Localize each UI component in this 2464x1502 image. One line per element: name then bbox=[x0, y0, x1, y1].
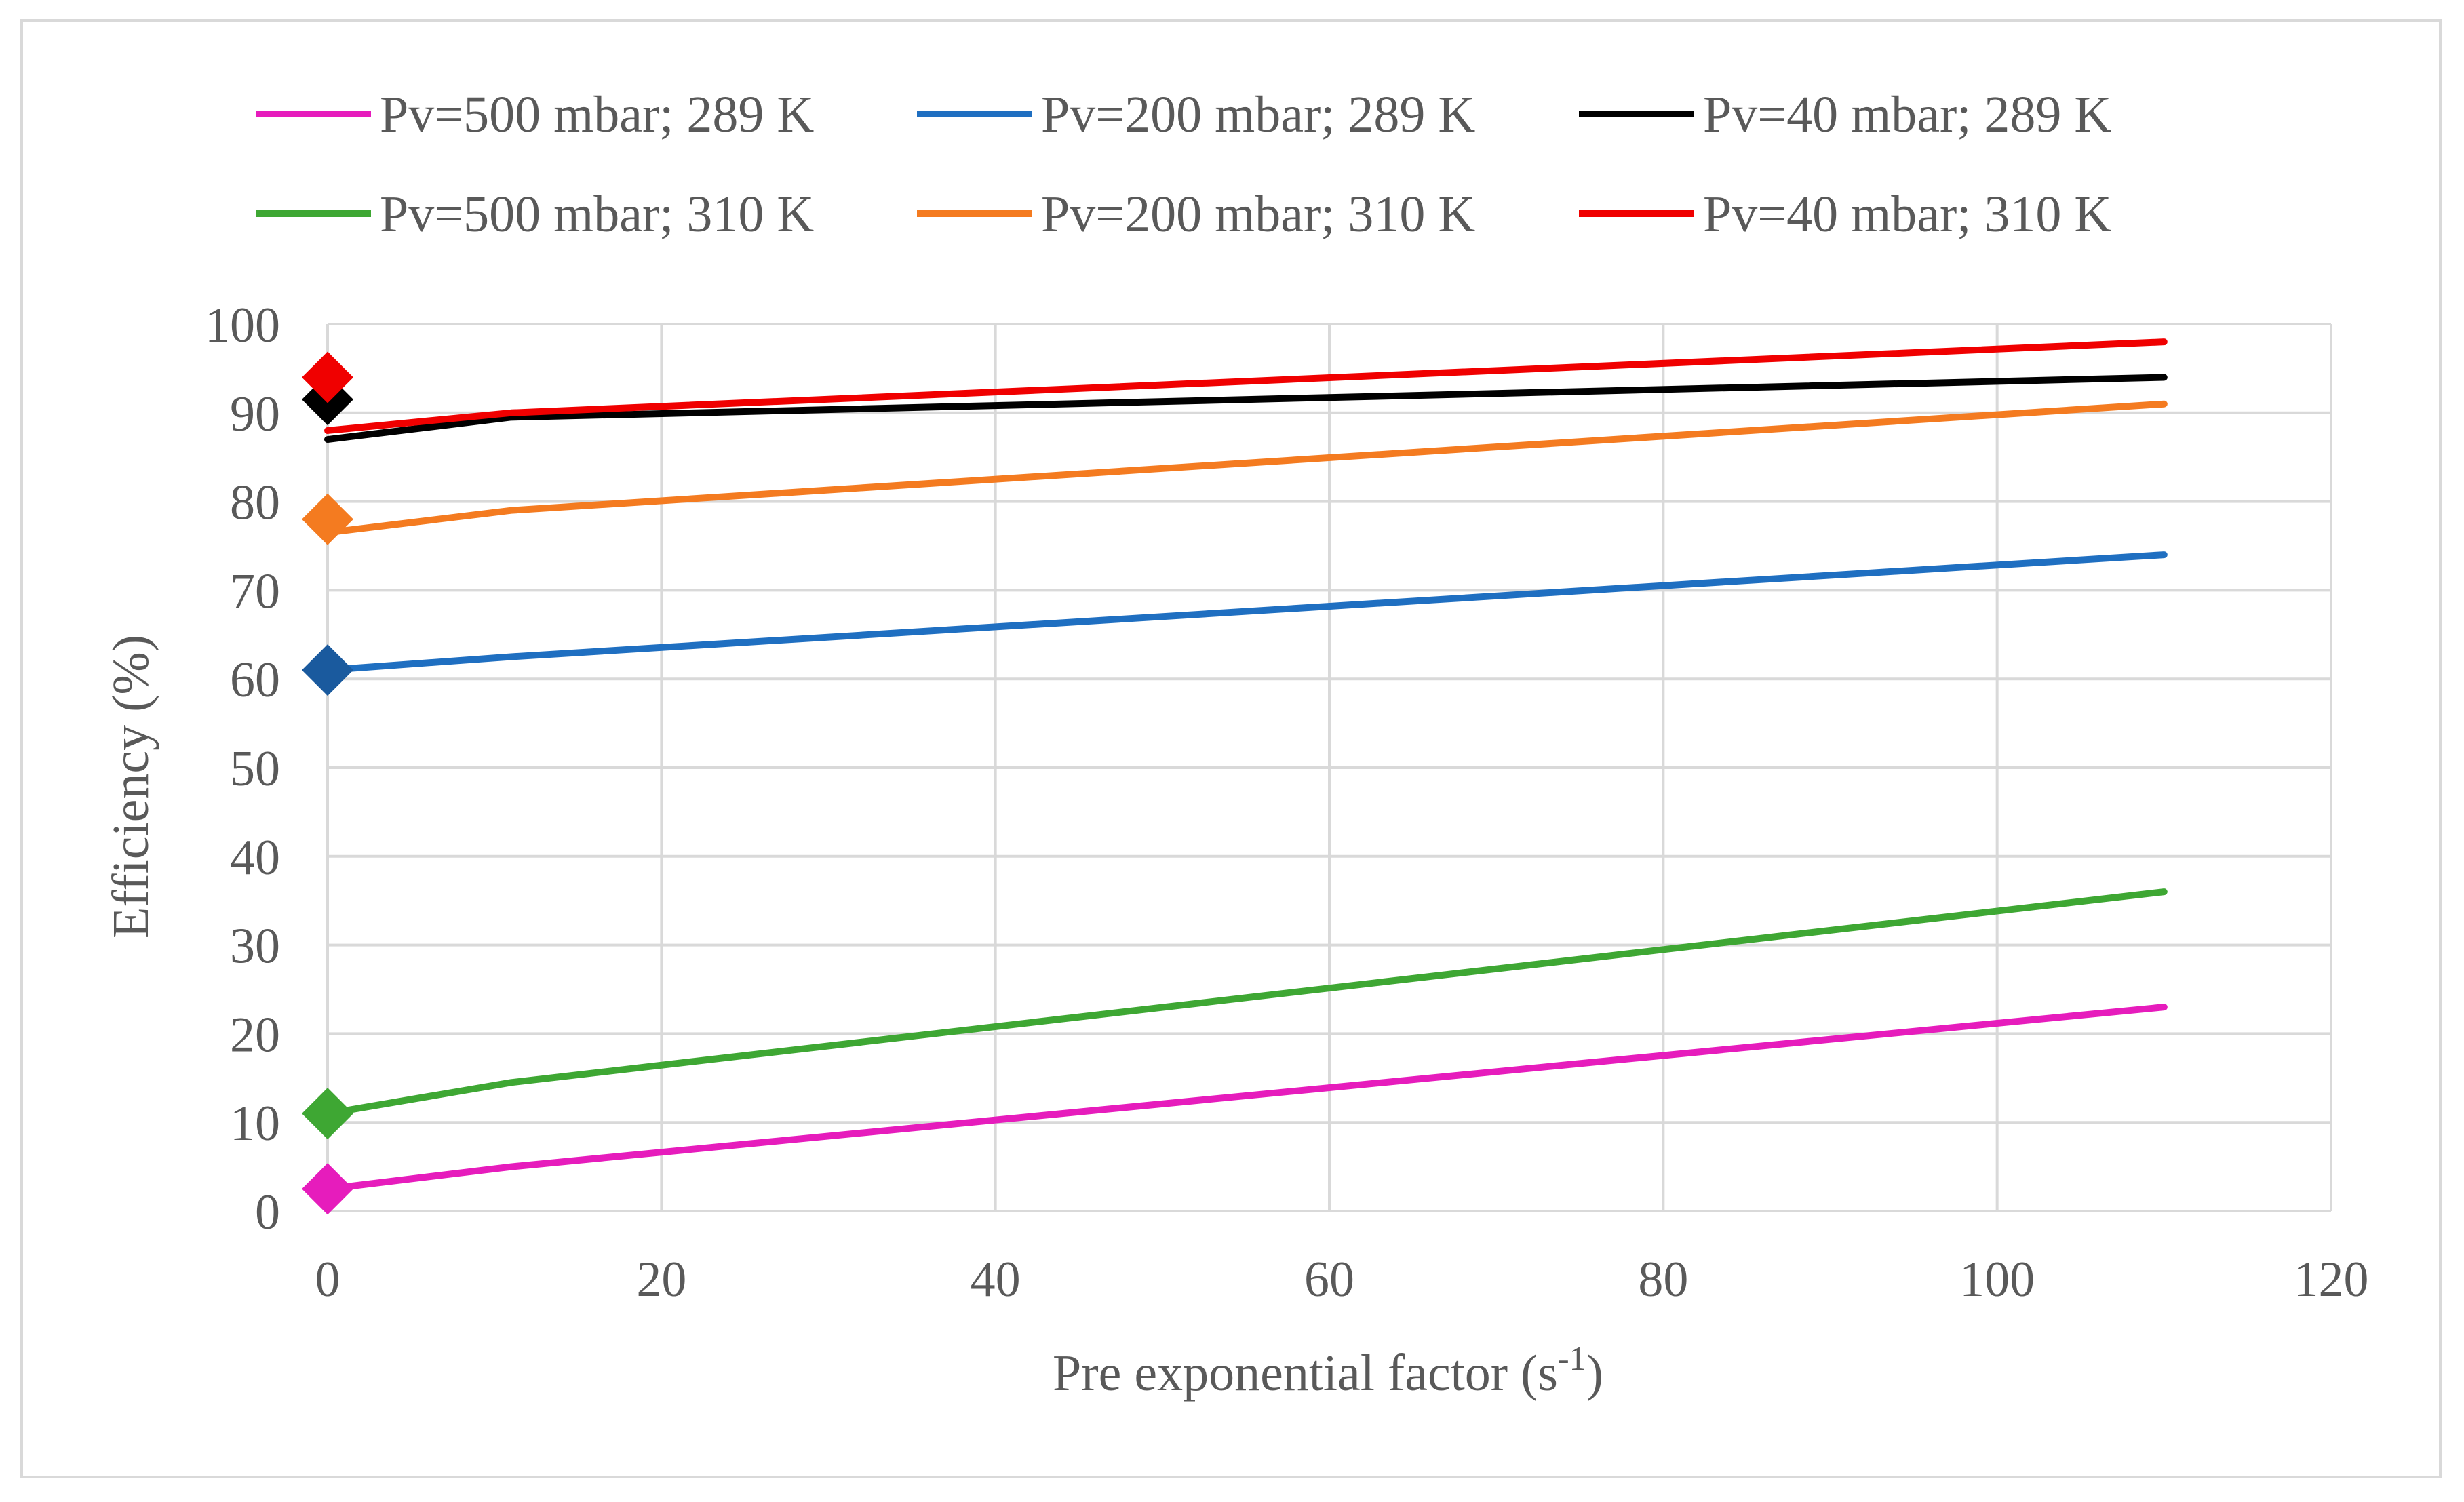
x-tick-label: 40 bbox=[971, 1252, 1021, 1307]
x-axis-title: Pre exponential factor (s-1) bbox=[1053, 1339, 1603, 1402]
x-tick-label: 100 bbox=[1959, 1252, 2035, 1307]
legend: Pv=500 mbar; 289 K Pv=200 mbar; 289 K Pv=4… bbox=[256, 86, 2111, 243]
y-tick-label: 20 bbox=[230, 1007, 280, 1063]
y-tick-label: 0 bbox=[255, 1185, 280, 1240]
y-tick-label: 30 bbox=[230, 919, 280, 974]
legend-label: Pv=200 mbar; 289 K bbox=[1041, 86, 1475, 143]
series-line-5 bbox=[324, 400, 2168, 536]
y-tick-label: 10 bbox=[230, 1096, 280, 1151]
legend-label: Pv=500 mbar; 289 K bbox=[380, 86, 814, 143]
y-tick-label: 40 bbox=[230, 830, 280, 886]
legend-label: Pv=40 mbar; 310 K bbox=[1703, 186, 2111, 243]
y-tick-label: 50 bbox=[230, 741, 280, 797]
x-tick-label: 0 bbox=[315, 1252, 340, 1307]
series-line-3 bbox=[324, 374, 2168, 443]
series-lines bbox=[324, 338, 2168, 1193]
legend-label: Pv=500 mbar; 310 K bbox=[380, 186, 814, 243]
series-line-6 bbox=[324, 338, 2168, 434]
series-marker-4 bbox=[302, 1088, 353, 1140]
y-tick-label: 60 bbox=[230, 652, 280, 708]
x-tick-label: 120 bbox=[2294, 1252, 2369, 1307]
axes: 0 10 20 30 40 50 60 70 80 90 100 0 20 40 60 80 100 120 bbox=[205, 298, 2369, 1307]
chart-frame bbox=[20, 19, 2442, 1478]
series-markers bbox=[302, 351, 353, 1215]
y-tick-label: 100 bbox=[205, 298, 280, 353]
series-marker-1 bbox=[302, 1163, 353, 1215]
legend-label: Pv=40 mbar; 289 K bbox=[1703, 86, 2111, 143]
y-axis-title: Efficiency (%) bbox=[102, 635, 159, 938]
x-tick-label: 80 bbox=[1638, 1252, 1688, 1307]
series-line-2 bbox=[324, 551, 2168, 674]
x-tick-label: 60 bbox=[1304, 1252, 1354, 1307]
series-line-1 bbox=[324, 1004, 2168, 1193]
series-line-4 bbox=[324, 888, 2168, 1118]
y-tick-label: 70 bbox=[230, 564, 280, 619]
series-marker-5 bbox=[302, 493, 353, 545]
y-tick-label: 80 bbox=[230, 475, 280, 531]
y-tick-label: 90 bbox=[230, 387, 280, 442]
series-marker-2 bbox=[302, 644, 353, 696]
x-tick-label: 20 bbox=[636, 1252, 686, 1307]
legend-label: Pv=200 mbar; 310 K bbox=[1041, 186, 1475, 243]
series-marker-6 bbox=[302, 351, 353, 403]
